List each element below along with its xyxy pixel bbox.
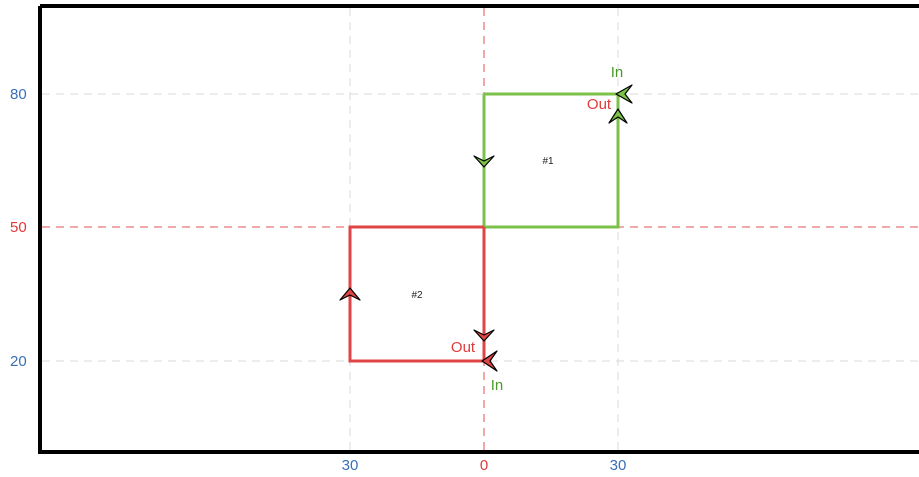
path-2-out-label: Out <box>451 339 476 356</box>
x-tick-neg30: 30 <box>342 457 359 474</box>
y-tick-50: 50 <box>10 219 27 236</box>
path-1-out-arrow-icon <box>608 108 628 124</box>
x-tick-pos30: 30 <box>610 457 627 474</box>
path-1-out-label: Out <box>587 96 612 113</box>
x-tick-0: 0 <box>480 457 488 474</box>
y-tick-20: 20 <box>10 353 27 370</box>
path-1-direction-arrow-icon <box>473 155 495 168</box>
path-2-in-arrow-icon <box>481 350 498 372</box>
diagram-frame <box>38 4 919 454</box>
y-tick-80: 80 <box>10 86 27 103</box>
path-2-label: #2 <box>411 290 423 301</box>
path-1-in-arrow-icon <box>615 84 633 104</box>
path-1-label: #1 <box>542 156 554 167</box>
gridlines <box>42 8 919 450</box>
path-1-outline <box>482 92 620 229</box>
path-2-outline <box>348 225 486 363</box>
path-2-direction-arrow-icon <box>339 287 361 301</box>
path-1-in-label: In <box>611 64 624 81</box>
path-2-in-label: In <box>491 377 504 394</box>
path-2-out-arrow-icon <box>473 329 495 342</box>
